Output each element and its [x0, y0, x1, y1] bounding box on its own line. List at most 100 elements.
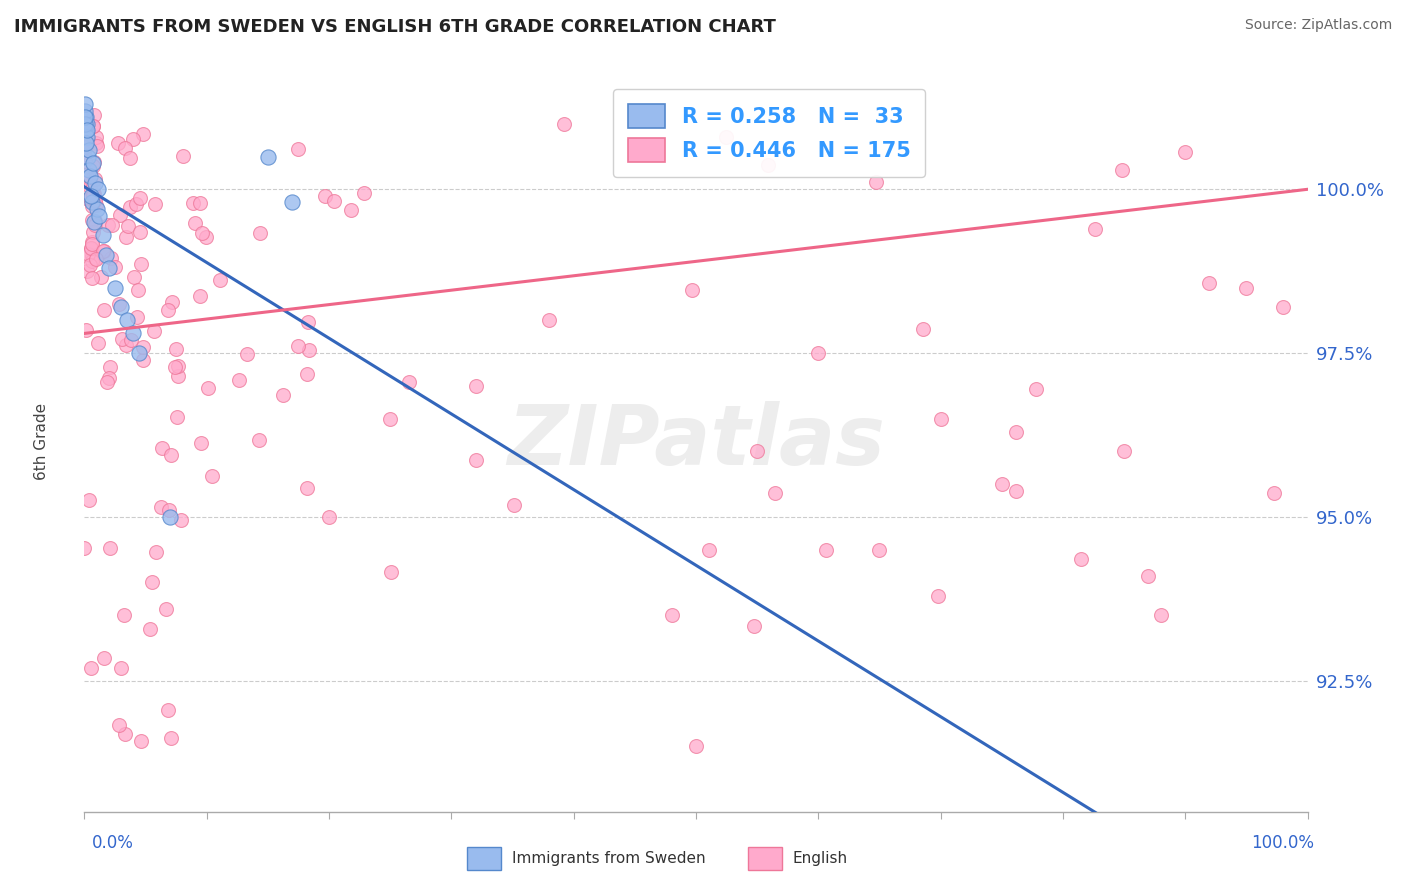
- Point: [247, 433, 270, 447]
- Point: [73, 103, 96, 118]
- Point: [73, 145, 96, 159]
- Point: [80, 241, 103, 255]
- Point: [75, 110, 97, 124]
- Point: [685, 739, 707, 754]
- Point: [318, 509, 340, 524]
- Point: [100, 251, 122, 265]
- Point: [181, 195, 204, 210]
- Point: [98, 359, 121, 374]
- Point: [159, 509, 181, 524]
- Bar: [467, 847, 501, 870]
- Point: [108, 297, 131, 311]
- Point: [747, 444, 769, 458]
- Point: [297, 367, 319, 381]
- Point: [235, 347, 257, 361]
- Point: [82, 159, 104, 173]
- Point: [323, 194, 346, 208]
- Point: [131, 128, 153, 142]
- Point: [681, 284, 703, 298]
- Point: [76, 323, 98, 337]
- Point: [108, 718, 131, 732]
- Point: [79, 191, 101, 205]
- Point: [380, 565, 402, 579]
- Point: [118, 152, 141, 166]
- Point: [82, 119, 104, 133]
- Point: [87, 209, 110, 223]
- Point: [84, 193, 107, 207]
- Point: [111, 332, 134, 346]
- Point: [297, 315, 319, 329]
- Point: [93, 244, 115, 259]
- Point: [142, 325, 165, 339]
- Point: [84, 198, 107, 212]
- Point: [80, 195, 103, 210]
- Point: [1084, 222, 1107, 236]
- Point: [82, 120, 104, 134]
- Point: [83, 186, 105, 201]
- Point: [115, 230, 138, 244]
- Text: Source: ZipAtlas.com: Source: ZipAtlas.com: [1244, 18, 1392, 32]
- Point: [79, 258, 101, 272]
- Point: [156, 302, 179, 317]
- Point: [115, 338, 138, 352]
- Point: [73, 154, 96, 169]
- Point: [82, 199, 104, 213]
- Point: [76, 129, 98, 144]
- Point: [82, 225, 104, 239]
- Point: [167, 359, 190, 373]
- Point: [129, 734, 152, 748]
- Point: [127, 310, 149, 324]
- Point: [86, 139, 108, 153]
- Point: [98, 541, 121, 555]
- Point: [104, 260, 127, 274]
- Point: [865, 174, 887, 188]
- Point: [93, 302, 115, 317]
- Point: [76, 117, 98, 131]
- Point: [98, 371, 121, 385]
- Point: [714, 129, 737, 144]
- Point: [160, 295, 183, 310]
- Point: [132, 340, 155, 354]
- Point: [287, 142, 309, 156]
- Point: [83, 108, 105, 122]
- Point: [758, 158, 780, 172]
- Point: [80, 237, 103, 252]
- Text: 100.0%: 100.0%: [1251, 834, 1315, 852]
- Point: [73, 541, 96, 555]
- Point: [166, 409, 188, 424]
- Point: [79, 180, 101, 194]
- Point: [73, 140, 96, 154]
- Point: [82, 254, 104, 268]
- Point: [79, 493, 101, 508]
- Point: [83, 215, 105, 229]
- Point: [763, 485, 786, 500]
- Point: [166, 369, 188, 384]
- Point: [149, 500, 172, 514]
- Point: [107, 136, 129, 150]
- Point: [77, 143, 100, 157]
- Point: [75, 123, 97, 137]
- Point: [353, 186, 375, 201]
- Point: [76, 123, 98, 137]
- Point: [538, 313, 561, 327]
- Point: [156, 703, 179, 717]
- Point: [1198, 276, 1220, 290]
- Point: [155, 601, 177, 615]
- Point: [139, 622, 162, 636]
- Point: [170, 512, 193, 526]
- Point: [197, 381, 219, 395]
- Point: [108, 208, 131, 222]
- Point: [80, 235, 103, 249]
- Point: [77, 192, 100, 206]
- Point: [100, 218, 122, 232]
- Point: [84, 172, 107, 186]
- Point: [84, 214, 107, 228]
- Point: [129, 257, 152, 271]
- Point: [84, 130, 107, 145]
- Point: [191, 227, 214, 241]
- Point: [927, 589, 949, 603]
- Text: 0.0%: 0.0%: [91, 834, 134, 852]
- Point: [75, 169, 97, 183]
- Point: [1025, 383, 1047, 397]
- Point: [84, 176, 107, 190]
